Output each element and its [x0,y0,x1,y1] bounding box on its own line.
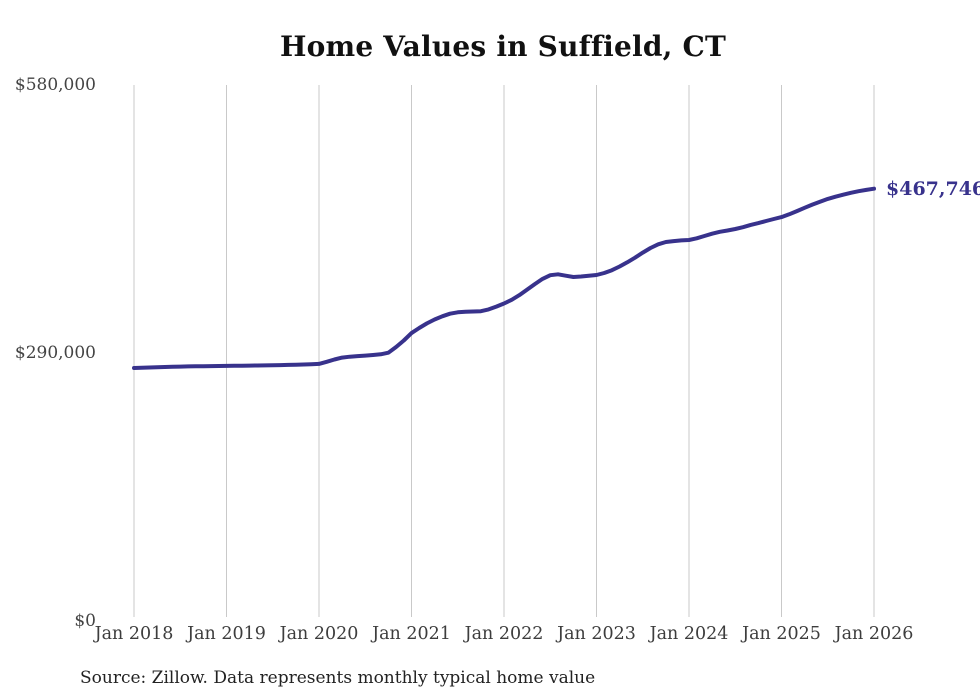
x-tick-label: Jan 2025 [742,624,821,644]
x-tick-label: Jan 2026 [834,624,914,644]
source-note: Source: Zillow. Data represents monthly … [80,668,596,688]
x-tick-label: Jan 2020 [279,624,359,644]
x-tick-label: Jan 2018 [94,624,174,644]
x-tick-label: Jan 2021 [372,624,451,644]
chart-title: Home Values in Suffield, CT [279,30,727,63]
x-tick-label: Jan 2024 [649,624,729,644]
current-value-label: $467,746 [886,177,980,200]
y-tick-label: $580,000 [14,74,96,95]
x-tick-label: Jan 2019 [187,624,266,644]
y-tick-label: $0 [74,610,96,631]
x-tick-label: Jan 2022 [464,624,544,644]
x-tick-label: Jan 2023 [557,624,636,644]
y-tick-label: $290,000 [14,342,96,363]
home-value-line [132,186,876,370]
